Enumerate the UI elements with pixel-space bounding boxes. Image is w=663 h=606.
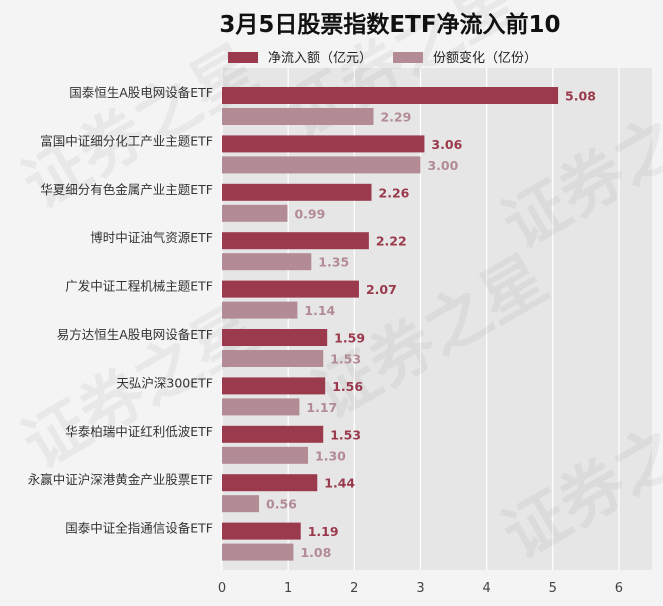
category-label: 天弘沪深300ETF bbox=[116, 375, 213, 390]
value-label: 1.44 bbox=[324, 476, 355, 491]
value-label: 1.53 bbox=[330, 352, 361, 367]
bar bbox=[222, 253, 312, 271]
value-label: 2.07 bbox=[366, 282, 397, 297]
value-label: 1.08 bbox=[300, 545, 331, 560]
value-label: 1.17 bbox=[306, 400, 337, 415]
value-label: 2.22 bbox=[376, 234, 407, 249]
value-label: 1.56 bbox=[332, 379, 363, 394]
category-label: 华夏细分有色金属产业主题ETF bbox=[40, 182, 213, 197]
value-label: 1.14 bbox=[304, 303, 335, 318]
bar bbox=[222, 446, 308, 464]
value-label: 0.99 bbox=[294, 206, 325, 221]
bar bbox=[222, 543, 294, 561]
category-label: 华泰柏瑞中证红利低波ETF bbox=[65, 424, 213, 439]
chart-title: 3月5日股票指数ETF净流入前10 bbox=[219, 11, 560, 38]
value-label: 2.29 bbox=[380, 110, 411, 125]
bar bbox=[222, 474, 318, 492]
x-tick-label: 2 bbox=[350, 581, 358, 596]
category-label: 易方达恒生A股电网设备ETF bbox=[57, 327, 213, 342]
value-label: 3.00 bbox=[427, 158, 458, 173]
value-label: 5.08 bbox=[565, 89, 596, 104]
category-label: 博时中证油气资源ETF bbox=[90, 230, 213, 245]
bar bbox=[222, 156, 421, 174]
legend-swatch bbox=[393, 52, 423, 63]
category-label: 国泰恒生A股电网设备ETF bbox=[69, 85, 213, 100]
x-tick-label: 1 bbox=[284, 581, 292, 596]
value-label: 1.35 bbox=[318, 255, 349, 270]
x-tick-label: 6 bbox=[615, 581, 623, 596]
legend: 净流入额（亿元） 份额变化（亿份） bbox=[228, 50, 537, 66]
bar bbox=[222, 329, 328, 346]
bar bbox=[222, 350, 324, 367]
legend-label: 份额变化（亿份） bbox=[433, 50, 537, 66]
category-label: 富国中证细分化工产业主题ETF bbox=[40, 133, 213, 148]
legend-label: 净流入额（亿元） bbox=[268, 51, 372, 66]
value-label: 0.56 bbox=[266, 497, 297, 512]
bar bbox=[222, 377, 326, 395]
bar bbox=[222, 398, 300, 416]
bar bbox=[222, 87, 559, 104]
category-labels: 国泰恒生A股电网设备ETF 富国中证细分化工产业主题ETF 华夏细分有色金属产业主题… bbox=[28, 85, 213, 536]
bar bbox=[222, 135, 425, 153]
x-tick-label: 0 bbox=[218, 581, 226, 596]
bar bbox=[222, 522, 301, 540]
bar bbox=[222, 204, 288, 222]
bars bbox=[222, 87, 559, 561]
x-tick-label: 5 bbox=[549, 581, 557, 596]
bar bbox=[222, 280, 359, 298]
category-label: 国泰中证全指通信设备ETF bbox=[65, 521, 213, 536]
value-label: 1.30 bbox=[315, 448, 346, 463]
bar bbox=[222, 108, 374, 125]
value-label: 3.06 bbox=[431, 137, 462, 152]
x-tick-label: 4 bbox=[482, 581, 490, 596]
legend-swatch bbox=[228, 52, 258, 63]
category-label: 永赢中证沪深港黄金产业股票ETF bbox=[28, 472, 213, 487]
bar bbox=[222, 495, 260, 513]
category-label: 广发中证工程机械主题ETF bbox=[65, 279, 213, 294]
bar bbox=[222, 301, 298, 319]
value-label: 1.19 bbox=[308, 524, 339, 539]
bar bbox=[222, 425, 324, 443]
x-axis-ticks: 0 1 2 3 4 5 6 bbox=[218, 581, 623, 596]
x-tick-label: 3 bbox=[416, 581, 424, 596]
bar bbox=[222, 232, 369, 250]
value-label: 1.53 bbox=[330, 427, 361, 442]
value-label: 2.26 bbox=[379, 185, 410, 200]
value-labels: 5.08 2.29 3.06 3.00 2.26 0.99 2.22 1.35 2.07 1.14… bbox=[266, 89, 596, 561]
bar bbox=[222, 183, 372, 201]
value-label: 1.59 bbox=[334, 331, 365, 346]
